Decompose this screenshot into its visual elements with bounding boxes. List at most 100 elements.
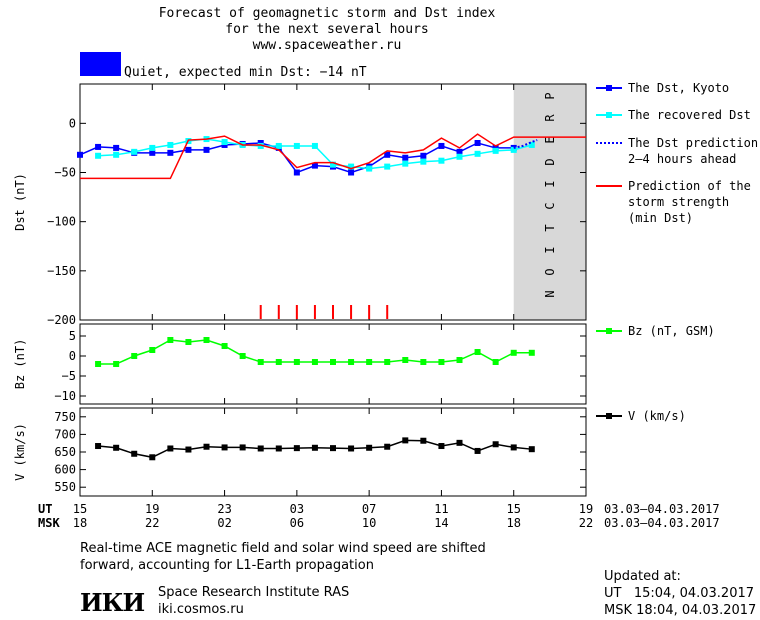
panel2-ytick-label: 550 bbox=[54, 480, 76, 494]
panel1-series-point bbox=[402, 357, 409, 363]
panel0-series-point bbox=[221, 139, 228, 146]
panel0-ytick-label: −50 bbox=[54, 166, 76, 180]
panel0-series-point bbox=[456, 153, 463, 160]
panel0-series-point bbox=[384, 163, 391, 170]
prediction-band-letter: D bbox=[543, 158, 557, 165]
panel0-series-point bbox=[528, 141, 535, 148]
panel0-series-point bbox=[131, 148, 138, 155]
status-text: Quiet, expected min Dst: −14 nT bbox=[124, 65, 367, 80]
speed-panel: 750 700 650 600 550 V (km/s) bbox=[13, 407, 587, 497]
chart-title-line1: Forecast of geomagnetic storm and Dst in… bbox=[159, 6, 496, 21]
panel1-ytick-label: −10 bbox=[54, 389, 76, 403]
panel1-series-point bbox=[420, 359, 427, 365]
panel2-series-point bbox=[366, 444, 373, 451]
panel0-ytick-label: −150 bbox=[47, 264, 76, 278]
panel1-series-point bbox=[113, 361, 120, 367]
panel0-series-point bbox=[293, 169, 300, 176]
msk-date-range: 03.03–04.03.2017 bbox=[604, 516, 720, 530]
panel2-series-point bbox=[528, 446, 535, 453]
msk-tick-label: 14 bbox=[434, 516, 448, 530]
panel2-frame bbox=[79, 407, 587, 497]
panel0-series-point bbox=[311, 162, 318, 169]
prediction-band-letter: I bbox=[543, 180, 557, 187]
msk-tick-label: 18 bbox=[73, 516, 87, 530]
legend-swatch-marker bbox=[606, 112, 612, 118]
panel2-series-point bbox=[257, 445, 264, 452]
ut-tick-label: 23 bbox=[217, 502, 231, 516]
panel0-series-point bbox=[366, 165, 373, 172]
panel1-frame bbox=[79, 323, 587, 405]
panel1-series-point bbox=[221, 343, 228, 349]
prediction-band-letter: E bbox=[543, 136, 557, 143]
panel0-series-point bbox=[257, 142, 264, 149]
panel2-series-point bbox=[402, 437, 409, 444]
legend-swatch-marker bbox=[606, 413, 612, 419]
updated-label: Updated at: bbox=[604, 569, 681, 584]
chart-title-line2: for the next several hours bbox=[225, 22, 429, 37]
panel0-series-point bbox=[348, 163, 355, 170]
panel1-series-point bbox=[456, 357, 463, 363]
panel0-series-point bbox=[149, 144, 156, 151]
legend-entry: The Dst, Kyoto bbox=[628, 81, 729, 95]
prediction-band bbox=[513, 84, 586, 320]
panel0-ytick-label: −100 bbox=[47, 215, 76, 229]
institute-url[interactable]: iki.cosmos.ru bbox=[158, 602, 244, 617]
panel0-series-point bbox=[510, 146, 517, 153]
msk-tick-label: 10 bbox=[362, 516, 376, 530]
ut-tick-label: 03 bbox=[290, 502, 304, 516]
panel0-series-point bbox=[438, 157, 445, 164]
legend-swatch-marker bbox=[606, 328, 612, 334]
updated-ut: UT 15:04, 04.03.2017 bbox=[604, 586, 755, 601]
panel2-ytick-label: 650 bbox=[54, 445, 76, 459]
panel0-series-point bbox=[167, 149, 174, 156]
panel1-series-point bbox=[293, 359, 300, 365]
panel0-series-point bbox=[348, 169, 355, 176]
panel0-series-point bbox=[474, 150, 481, 157]
legend-entry: Bz (nT, GSM) bbox=[628, 324, 715, 338]
iki-logo: ИКИ bbox=[80, 588, 145, 617]
prediction-band-letter: C bbox=[543, 202, 557, 209]
panel2-series-point bbox=[131, 450, 138, 457]
panel0-series-point bbox=[293, 142, 300, 149]
panel1-ylabel: Bz (nT) bbox=[13, 339, 27, 390]
panel0-series-point bbox=[275, 142, 282, 149]
panel2-series-point bbox=[384, 443, 391, 450]
ut-tick-label: 19 bbox=[579, 502, 593, 516]
msk-tick-label: 22 bbox=[579, 516, 593, 530]
panel2-series-point bbox=[456, 439, 463, 446]
panel2-series-point bbox=[149, 454, 156, 461]
legend-entry: V (km/s) bbox=[628, 409, 686, 423]
panel0-series-point bbox=[420, 152, 427, 159]
panel1-series-point bbox=[492, 359, 499, 365]
ut-tick-label: 19 bbox=[145, 502, 159, 516]
ut-row-label: UT bbox=[38, 502, 52, 516]
panel0-series-point bbox=[474, 140, 481, 146]
panel2-series-point bbox=[348, 445, 355, 452]
panel0-series-point bbox=[330, 161, 336, 168]
panel0-series-point bbox=[77, 151, 83, 158]
ut-date-range: 03.03–04.03.2017 bbox=[604, 502, 720, 516]
panel0-series-point bbox=[438, 142, 445, 149]
panel2-series-point bbox=[113, 444, 120, 451]
panel1-series-point bbox=[384, 359, 391, 365]
panel0-series-line bbox=[513, 139, 538, 149]
msk-tick-label: 02 bbox=[217, 516, 231, 530]
panel2-series-point bbox=[185, 446, 192, 453]
prediction-band-letter: I bbox=[543, 246, 557, 253]
msk-tick-label: 18 bbox=[506, 516, 520, 530]
panel1-ytick-label: −5 bbox=[62, 369, 76, 383]
msk-row-label: MSK bbox=[38, 516, 60, 530]
msk-tick-label: 06 bbox=[290, 516, 304, 530]
legend-entry: The recovered Dst bbox=[628, 108, 751, 122]
panel0-series-point bbox=[185, 146, 192, 153]
panel1-series-point bbox=[149, 347, 156, 353]
panel2-series-point bbox=[330, 445, 336, 452]
panel1-series-point bbox=[330, 359, 336, 365]
legend-swatch-marker bbox=[606, 85, 612, 91]
panel2-series-point bbox=[438, 443, 445, 450]
updated-msk: MSK 18:04, 04.03.2017 bbox=[604, 603, 757, 618]
legend-entry: (min Dst) bbox=[628, 211, 693, 225]
ut-tick-label: 15 bbox=[506, 502, 520, 516]
panel2-ylabel: V (km/s) bbox=[13, 423, 27, 481]
